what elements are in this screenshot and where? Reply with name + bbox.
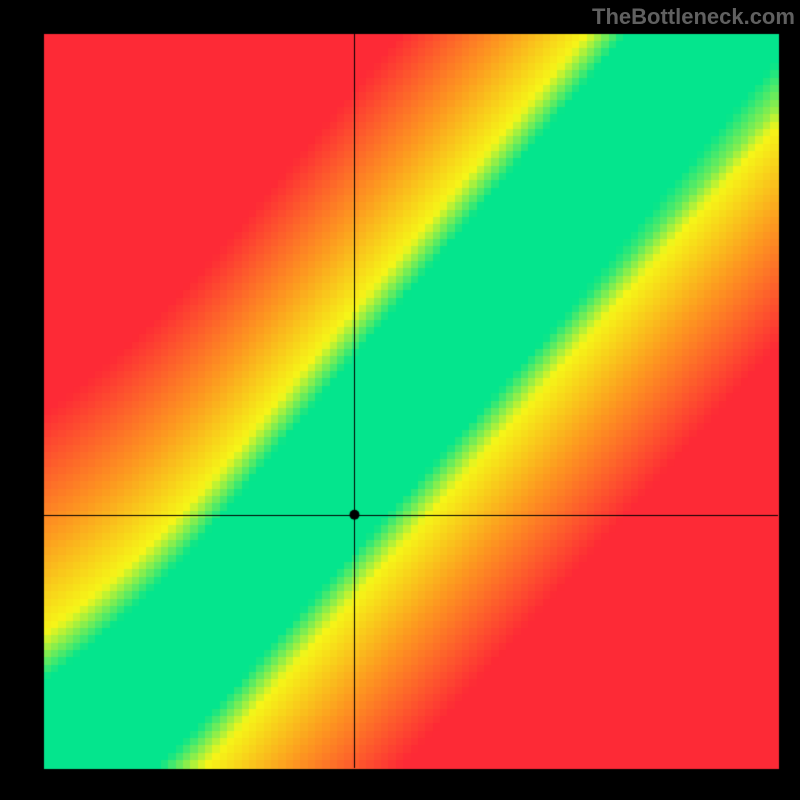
chart-container: TheBottleneck.com	[0, 0, 800, 800]
watermark-text: TheBottleneck.com	[592, 4, 795, 30]
heatmap-canvas	[0, 0, 800, 800]
